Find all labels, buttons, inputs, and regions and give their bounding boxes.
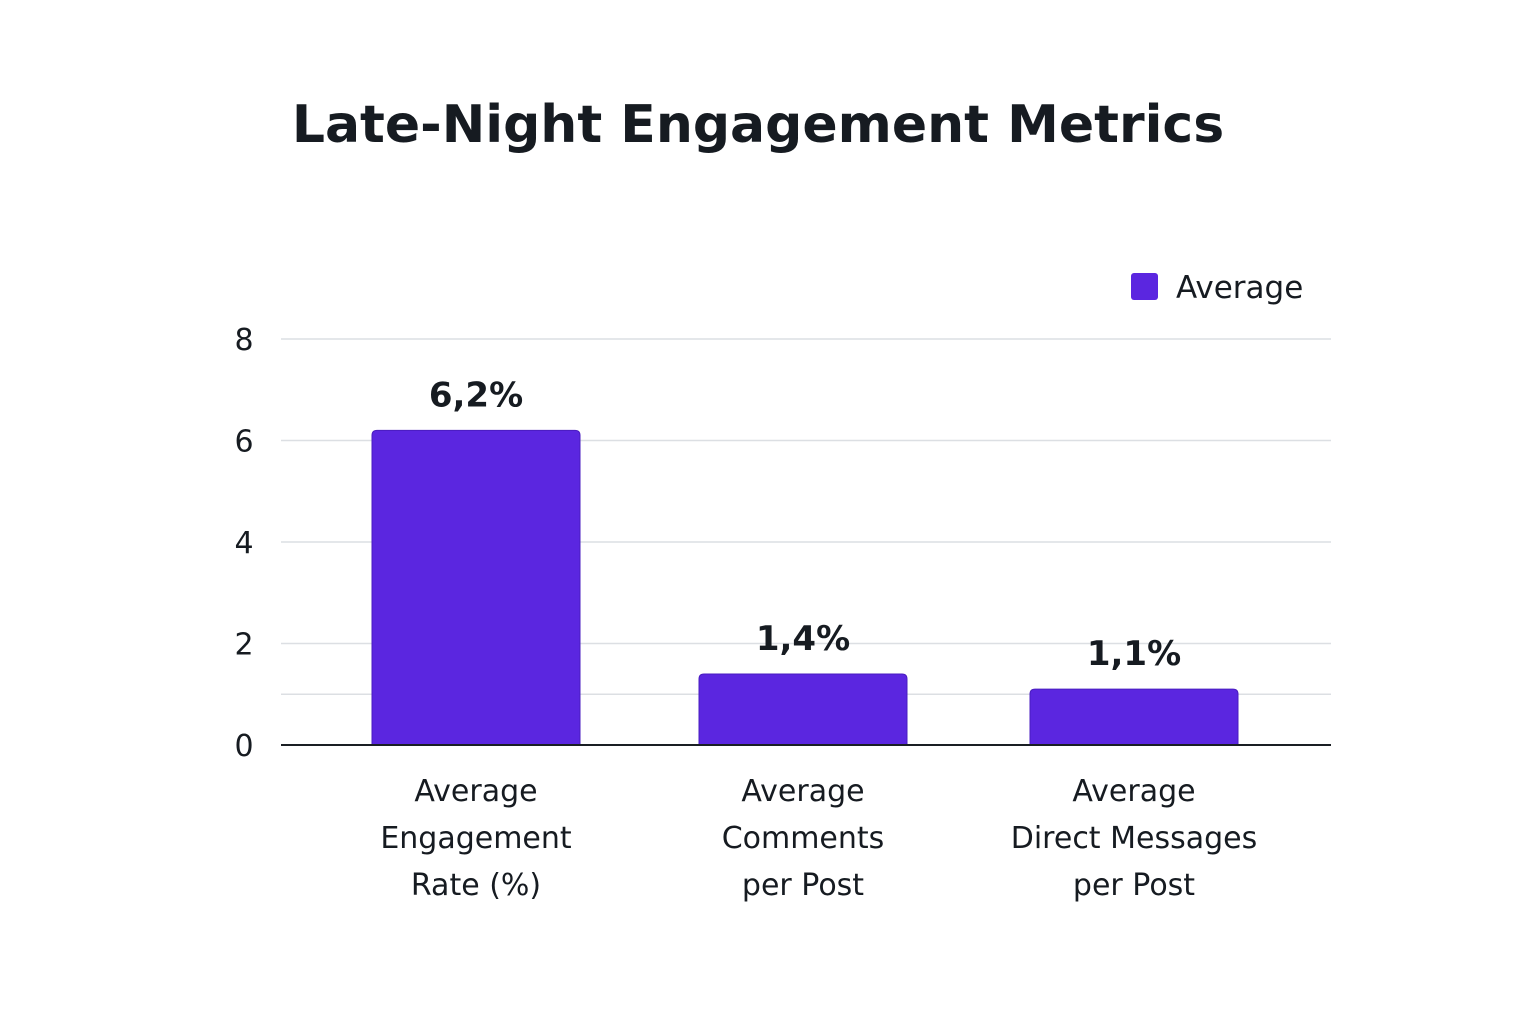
x-category-label: Direct Messages <box>1011 821 1257 856</box>
y-tick-label: 8 <box>234 323 253 358</box>
y-tick-label: 4 <box>234 526 253 561</box>
x-category-label: per Post <box>742 868 864 903</box>
bar-value-label: 1,4% <box>756 619 850 659</box>
bar[interactable] <box>371 429 581 746</box>
bar[interactable] <box>1029 688 1239 746</box>
bar-value-label: 6,2% <box>429 375 523 415</box>
legend-label: Average <box>1176 270 1303 306</box>
y-tick-label: 0 <box>234 729 253 764</box>
y-axis-ticks: 0 2 4 6 8 <box>234 323 253 764</box>
x-category-label: Comments <box>722 821 885 856</box>
x-category-label: Engagement <box>380 821 572 856</box>
x-axis-labels: Average Engagement Rate (%) Average Comments… <box>380 774 1257 903</box>
x-category-label: per Post <box>1073 868 1195 903</box>
bar[interactable] <box>698 673 908 746</box>
y-tick-label: 2 <box>234 628 253 663</box>
x-category-label: Average <box>414 774 537 809</box>
legend-swatch <box>1131 273 1158 300</box>
value-labels: 6,2% 1,4% 1,1% <box>429 375 1181 674</box>
bars <box>371 429 1239 746</box>
x-category-label: Average <box>741 774 864 809</box>
bar-value-label: 1,1% <box>1087 634 1181 674</box>
x-category-label: Rate (%) <box>411 868 541 903</box>
y-tick-label: 6 <box>234 425 253 460</box>
legend[interactable]: Average <box>1131 270 1303 306</box>
chart-title: Late-Night Engagement Metrics <box>292 95 1224 155</box>
x-category-label: Average <box>1072 774 1195 809</box>
